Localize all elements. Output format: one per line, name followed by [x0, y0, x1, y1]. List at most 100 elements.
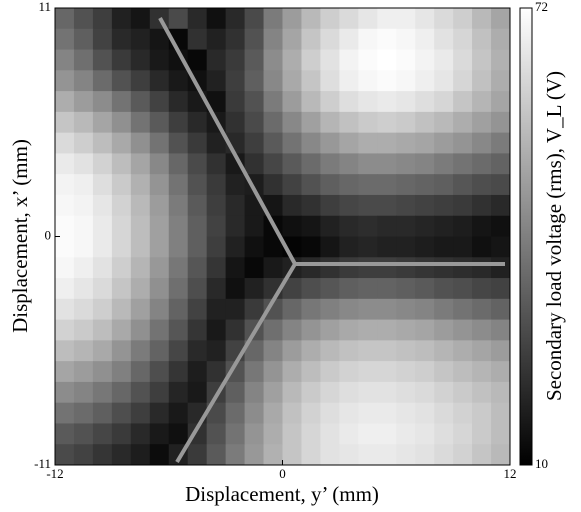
heatmap-cell	[187, 236, 208, 258]
heatmap-cell	[92, 153, 113, 175]
heatmap-cell	[73, 153, 94, 175]
heatmap-cell	[491, 49, 511, 71]
y-tick-label: 0	[45, 227, 52, 242]
heatmap-cell	[301, 402, 321, 424]
heatmap-cell	[472, 91, 492, 113]
heatmap-cell	[149, 91, 170, 113]
heatmap-cell	[396, 111, 416, 134]
heatmap-cell	[320, 402, 340, 424]
heatmap-cell	[453, 423, 473, 445]
heatmap-cell	[358, 278, 378, 300]
heatmap-cell	[130, 49, 151, 71]
heatmap-cell	[491, 8, 511, 30]
heatmap-cell	[453, 153, 473, 175]
heatmap-cell	[206, 132, 227, 154]
heatmap-cell	[55, 298, 75, 321]
heatmap-cell	[149, 361, 170, 383]
heatmap-cell	[320, 319, 340, 341]
heatmap-cell	[472, 381, 492, 404]
heatmap-cell	[491, 215, 511, 237]
heatmap-cell	[491, 111, 511, 134]
heatmap-cell	[396, 257, 416, 279]
heatmap-cell	[282, 153, 302, 175]
heatmap-cell	[130, 257, 151, 279]
heatmap-cell	[149, 174, 170, 196]
heatmap-cell	[168, 194, 189, 217]
heatmap-cell	[168, 361, 189, 383]
heatmap-cell	[396, 215, 416, 237]
heatmap-cell	[111, 381, 132, 404]
heatmap-cell	[225, 8, 246, 30]
heatmap-cell	[472, 298, 492, 321]
heatmap-cell	[358, 111, 378, 134]
heatmap-cell	[434, 111, 454, 134]
heatmap-cell	[111, 278, 132, 300]
heatmap-cell	[301, 91, 321, 113]
heatmap-cell	[377, 257, 397, 279]
heatmap-cell	[301, 340, 321, 362]
heatmap-cell	[168, 174, 189, 196]
heatmap-cell	[415, 444, 435, 466]
heatmap-cell	[206, 298, 227, 321]
heatmap-cell	[415, 8, 435, 30]
heatmap-cell	[434, 49, 454, 71]
heatmap-cell	[111, 70, 132, 92]
heatmap-cell	[491, 28, 511, 51]
heatmap-cell	[187, 49, 208, 71]
heatmap-cell	[472, 28, 492, 51]
heatmap-cell	[301, 174, 321, 196]
heatmap-cell	[149, 236, 170, 258]
heatmap-cell	[396, 28, 416, 51]
heatmap-cell	[396, 298, 416, 321]
heatmap-cell	[453, 49, 473, 71]
heatmap-cell	[263, 340, 283, 362]
heatmap-cell	[168, 423, 189, 445]
heatmap-cell	[396, 70, 416, 92]
heatmap-cell	[396, 153, 416, 175]
heatmap-cell	[263, 298, 283, 321]
heatmap-cell	[206, 257, 227, 279]
heatmap-cell	[453, 194, 473, 217]
heatmap-cell	[55, 257, 75, 279]
heatmap-cell	[225, 236, 246, 258]
heatmap-cell	[396, 381, 416, 404]
heatmap-cell	[263, 70, 283, 92]
heatmap-cell	[55, 215, 75, 237]
heatmap-cell	[282, 361, 302, 383]
heatmap-cell	[491, 402, 511, 424]
heatmap-cell	[92, 319, 113, 341]
heatmap-cell	[320, 423, 340, 445]
heatmap-cell	[472, 215, 492, 237]
heatmap-cell	[282, 215, 302, 237]
heatmap-cell	[206, 423, 227, 445]
heatmap-cell	[377, 319, 397, 341]
heatmap-cell	[301, 236, 321, 258]
heatmap-cell	[225, 49, 246, 71]
heatmap-cell	[358, 236, 378, 258]
heatmap-cell	[396, 49, 416, 71]
heatmap-cell	[263, 91, 283, 113]
heatmap-cell	[55, 319, 75, 341]
heatmap-cell	[55, 91, 75, 113]
heatmap-cell	[320, 298, 340, 321]
heatmap-cell	[491, 70, 511, 92]
heatmap-cell	[491, 174, 511, 196]
heatmap-cell	[472, 174, 492, 196]
heatmap-cell	[263, 361, 283, 383]
heatmap-cell	[472, 319, 492, 341]
heatmap-cell	[396, 91, 416, 113]
heatmap-cell	[149, 132, 170, 154]
heatmap-cell	[320, 111, 340, 134]
x-axis-label: Displacement, y’ (mm)	[185, 482, 379, 506]
heatmap-cell	[187, 381, 208, 404]
heatmap-cell	[92, 381, 113, 404]
heatmap-cell	[73, 194, 94, 217]
heatmap-cell	[244, 8, 265, 30]
heatmap-cell	[206, 49, 227, 71]
heatmap-cell	[92, 49, 113, 71]
heatmap-cell	[320, 278, 340, 300]
heatmap-cell	[187, 8, 208, 30]
heatmap-cell	[168, 132, 189, 154]
heatmap-cell	[263, 28, 283, 51]
heatmap-cell	[73, 174, 94, 196]
